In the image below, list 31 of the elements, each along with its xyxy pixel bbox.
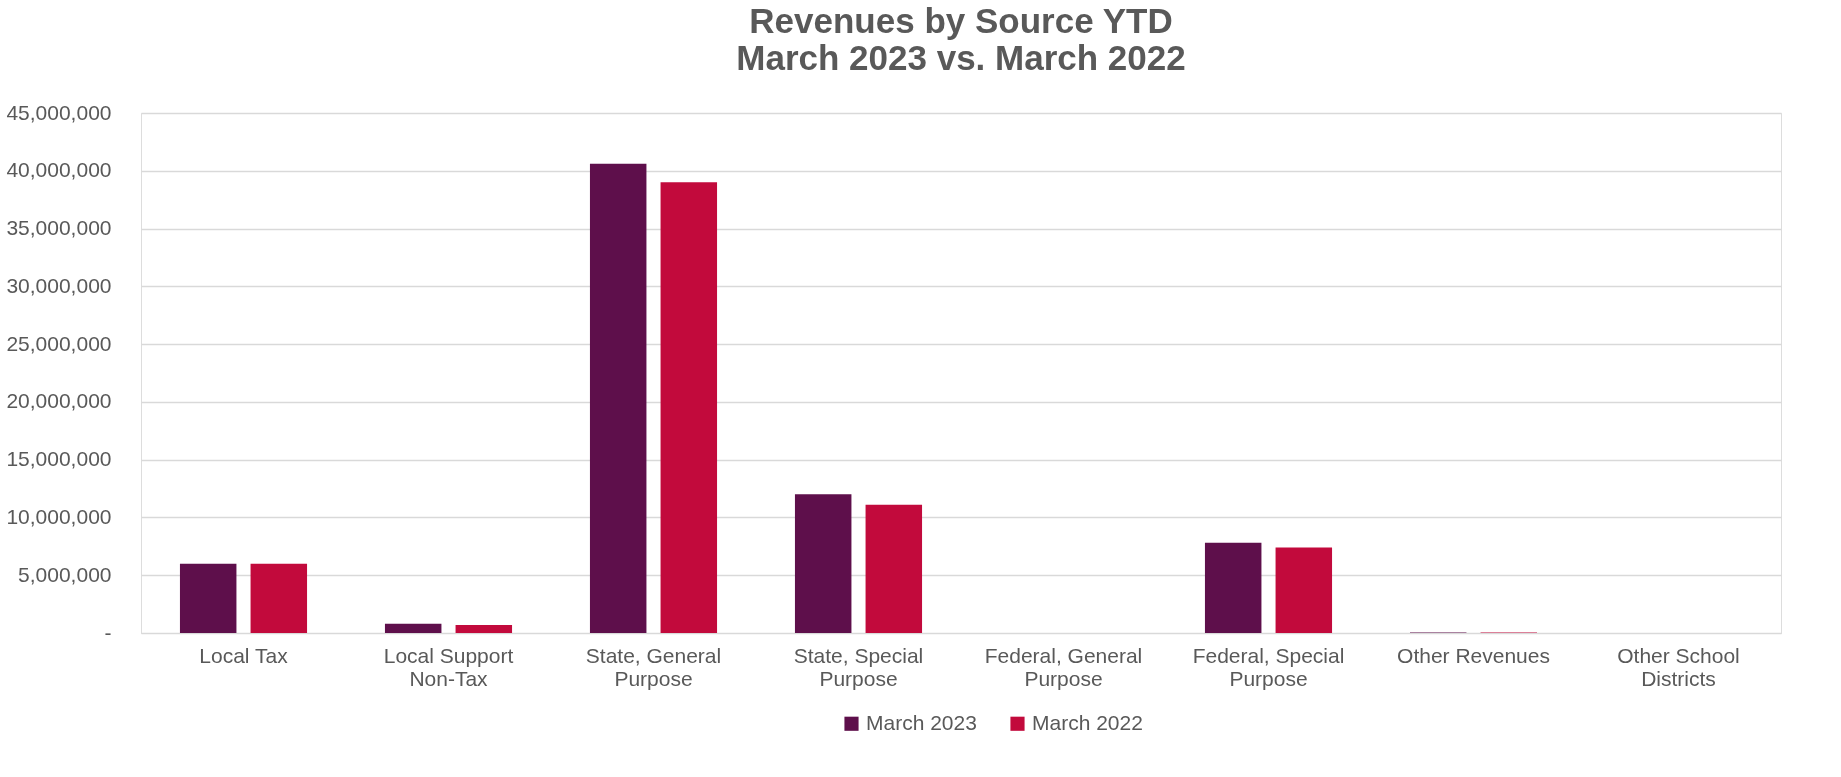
bar — [589, 163, 647, 633]
bar — [865, 504, 923, 633]
bar — [384, 623, 442, 633]
bar — [179, 563, 237, 633]
y-tick-label: 25,000,000 — [6, 331, 112, 355]
bar — [1204, 542, 1262, 633]
x-tick-label: Federal, Special Purpose — [1192, 643, 1345, 690]
x-tick-label: Other School Districts — [1617, 643, 1740, 690]
bar — [660, 182, 718, 633]
bar — [250, 563, 308, 633]
bar — [455, 624, 513, 633]
y-tick-label: 30,000,000 — [6, 273, 112, 297]
x-tick-label: Local Tax — [199, 643, 289, 667]
x-tick-label: State, Special Purpose — [793, 643, 924, 690]
legend-label: March 2022 — [1032, 710, 1143, 734]
x-tick-label: Local Support Non-Tax — [383, 643, 514, 690]
y-tick-label: 35,000,000 — [6, 216, 112, 240]
y-tick-label: 10,000,000 — [6, 504, 112, 528]
y-tick-label: 45,000,000 — [6, 100, 112, 124]
y-tick-label: 15,000,000 — [6, 447, 112, 471]
y-tick-label: 5,000,000 — [18, 562, 112, 586]
x-tick-label: Federal, General Purpose — [984, 643, 1143, 690]
y-tick-label: 20,000,000 — [6, 389, 112, 413]
x-tick-label: Other Revenues — [1397, 643, 1550, 667]
legend-label: March 2023 — [866, 710, 977, 734]
x-tick-label: State, General Purpose — [585, 643, 722, 690]
y-tick-label: 40,000,000 — [6, 158, 112, 182]
text: Revenues by Source YTD — [749, 1, 1173, 40]
bar — [794, 494, 852, 633]
y-tick-label: - — [104, 620, 112, 644]
bar — [1275, 547, 1333, 633]
